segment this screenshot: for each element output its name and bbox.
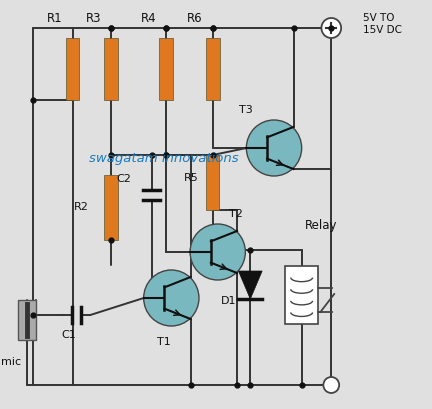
Text: R4: R4: [141, 11, 156, 25]
Text: R6: R6: [187, 11, 203, 25]
Text: 5V TO
15V DC: 5V TO 15V DC: [363, 13, 402, 35]
Circle shape: [144, 270, 199, 326]
Bar: [104, 38, 118, 100]
Text: swagatam innovations: swagatam innovations: [89, 152, 239, 165]
Text: R5: R5: [184, 173, 198, 183]
Bar: [159, 38, 173, 100]
Text: R2: R2: [74, 202, 89, 212]
Text: mic: mic: [1, 357, 22, 367]
Text: T2: T2: [229, 209, 242, 219]
Bar: [66, 38, 79, 100]
Circle shape: [321, 18, 341, 38]
Text: T1: T1: [156, 337, 170, 347]
Text: R1: R1: [47, 11, 63, 25]
Circle shape: [324, 377, 339, 393]
Bar: [206, 155, 219, 210]
Circle shape: [190, 224, 245, 280]
Circle shape: [246, 120, 302, 176]
Bar: [104, 175, 118, 240]
Text: T3: T3: [239, 105, 253, 115]
Text: R3: R3: [86, 11, 101, 25]
Text: C1: C1: [61, 330, 76, 340]
Polygon shape: [238, 271, 262, 299]
Bar: [18, 300, 36, 340]
Text: D1: D1: [221, 296, 236, 306]
Bar: [206, 38, 220, 100]
Text: C2: C2: [117, 174, 131, 184]
Bar: [285, 266, 318, 324]
Text: Relay: Relay: [305, 218, 338, 231]
